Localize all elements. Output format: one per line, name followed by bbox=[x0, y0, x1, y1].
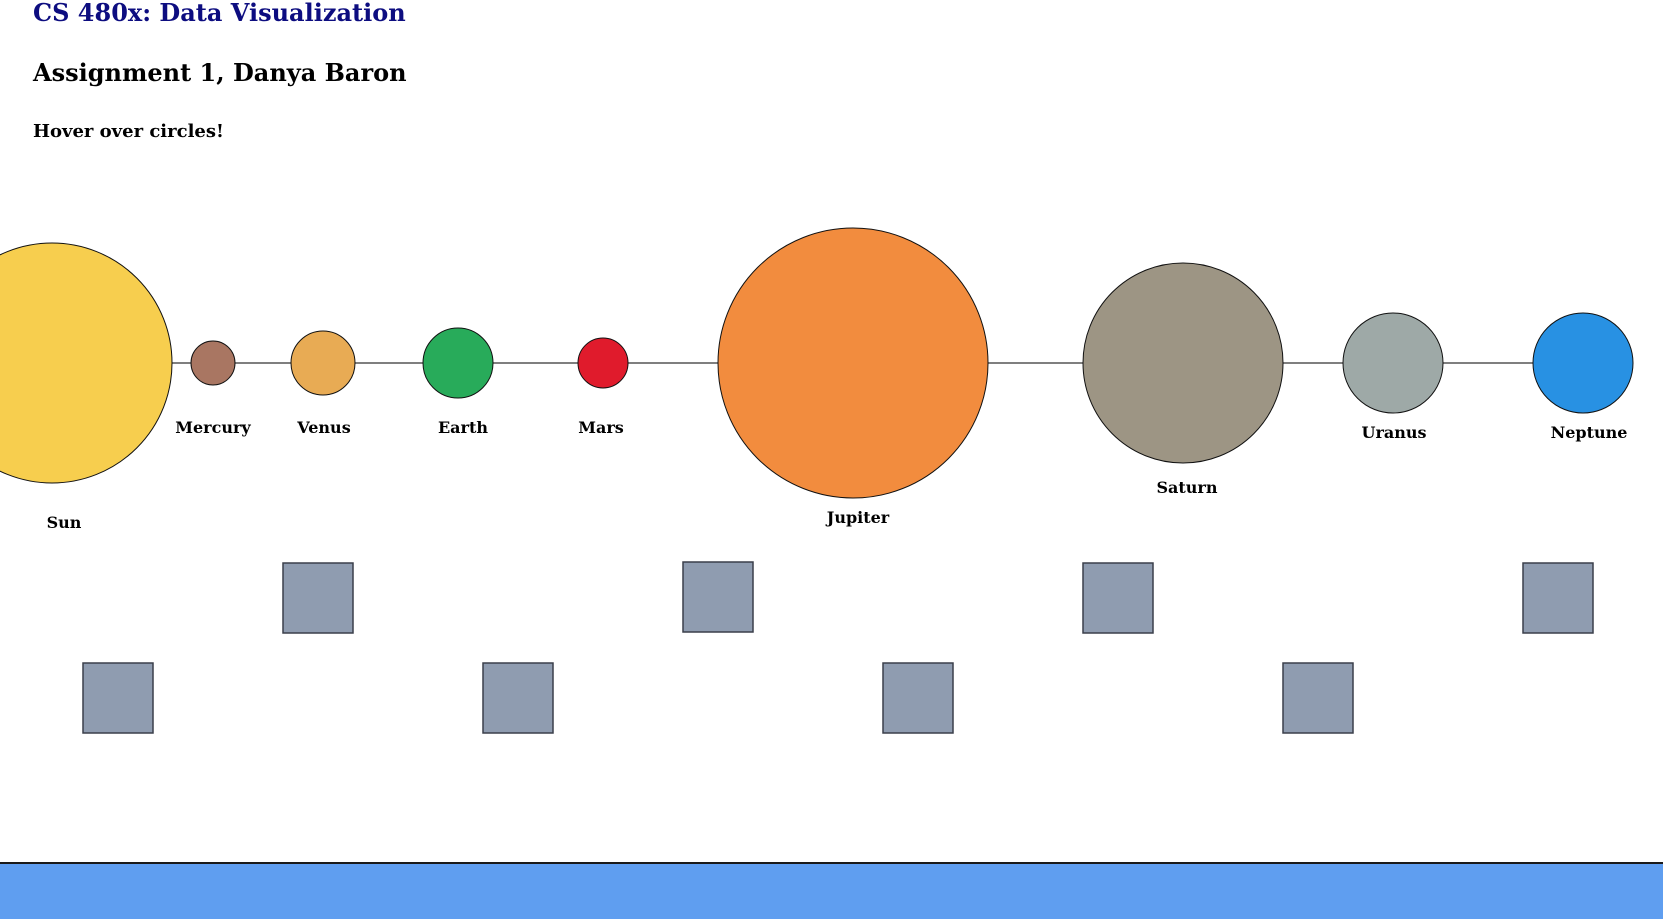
planet-circle-earth[interactable] bbox=[422, 327, 494, 399]
hover-instruction: Hover over circles! bbox=[33, 121, 224, 142]
planet-label-earth: Earth bbox=[438, 418, 488, 437]
gray-square-5 bbox=[82, 662, 154, 734]
planet-label-saturn: Saturn bbox=[1156, 478, 1217, 497]
planet-label-mercury: Mercury bbox=[175, 418, 251, 437]
gray-square-4 bbox=[1522, 562, 1594, 634]
planets-group: Sun Mercury Venus Earth Mars Jupiter Saturn Ura… bbox=[0, 227, 1634, 532]
planet-circle-uranus[interactable] bbox=[1342, 312, 1444, 414]
planet-label-uranus: Uranus bbox=[1361, 423, 1426, 442]
planet-circle-mercury[interactable] bbox=[190, 340, 236, 386]
planet-label-mars: Mars bbox=[578, 418, 624, 437]
planet-label-sun: Sun bbox=[47, 513, 82, 532]
gray-square-1 bbox=[282, 562, 354, 634]
planet-circle-sun[interactable] bbox=[0, 242, 173, 484]
planet-circle-jupiter[interactable] bbox=[717, 227, 989, 499]
planet-circle-venus[interactable] bbox=[290, 330, 356, 396]
gray-square-6 bbox=[482, 662, 554, 734]
footer-bar bbox=[0, 862, 1663, 919]
planet-label-jupiter: Jupiter bbox=[825, 508, 890, 527]
planet-label-neptune: Neptune bbox=[1551, 423, 1628, 442]
planet-label-venus: Venus bbox=[296, 418, 350, 437]
gray-square-3 bbox=[1082, 562, 1154, 634]
gray-square-2 bbox=[682, 561, 754, 633]
gray-square-8 bbox=[1282, 662, 1354, 734]
planet-circle-mars[interactable] bbox=[577, 337, 629, 389]
planet-circle-neptune[interactable] bbox=[1532, 312, 1634, 414]
course-title: CS 480x: Data Visualization bbox=[33, 0, 406, 27]
solar-system-visualization: Sun Mercury Venus Earth Mars Jupiter Saturn Ura… bbox=[0, 227, 1634, 734]
assignment-title: Assignment 1, Danya Baron bbox=[33, 58, 407, 87]
squares-group bbox=[82, 561, 1594, 734]
gray-square-7 bbox=[882, 662, 954, 734]
planet-circle-saturn[interactable] bbox=[1082, 262, 1284, 464]
